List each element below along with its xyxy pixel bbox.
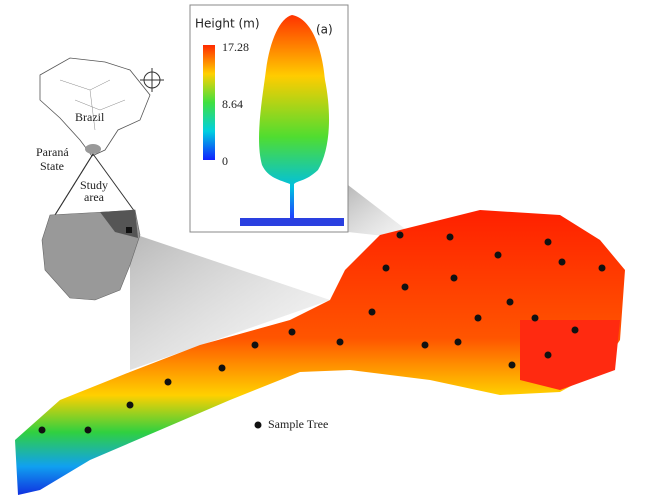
study-label: area [84, 190, 105, 204]
legend-label: Sample Tree [268, 417, 328, 431]
colorbar-tick-label: 0 [222, 154, 228, 168]
colorbar-tick-label: 17.28 [222, 40, 249, 54]
study-marker [126, 227, 132, 233]
figure: Brazil Paraná State Study area Height (m… [0, 0, 646, 500]
inset-title: Height (m) [195, 17, 260, 31]
country-label: Brazil [75, 110, 105, 124]
colorbar-tick-label: 8.64 [222, 97, 243, 111]
point-cloud-patch [520, 320, 620, 390]
state-label: State [40, 159, 64, 173]
parana [85, 144, 101, 154]
ground-points [240, 218, 344, 226]
legend-marker [255, 422, 262, 429]
state-label: Paraná [36, 145, 69, 159]
inset-label: (a) [316, 23, 333, 37]
brazil-map [40, 58, 150, 156]
colorbar [203, 45, 215, 160]
